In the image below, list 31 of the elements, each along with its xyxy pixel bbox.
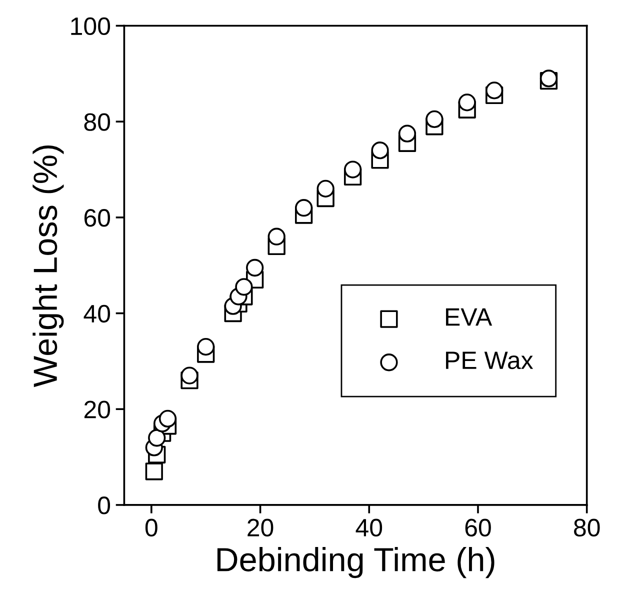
x-tick-label: 20 [248,518,274,537]
legend-label: EVA [446,308,492,326]
point [371,142,389,160]
point [246,258,264,277]
point [148,429,166,447]
legend-label: PE Wax [446,352,534,370]
y-tick-label: 80 [84,113,110,131]
point [458,94,476,112]
x-tick-label: 80 [574,518,600,537]
point [426,110,444,128]
x-tick-label: 40 [356,518,382,537]
point [180,366,198,384]
point [485,82,504,100]
point [197,338,215,356]
point [235,278,253,296]
y-tick-label: 20 [84,400,110,418]
point [316,180,334,198]
y-tick-label: 100 [71,17,110,36]
point [344,160,362,178]
y-tick-label: 60 [84,209,110,227]
y-tick-label: 0 [98,496,110,514]
point [268,228,286,246]
point [158,410,177,428]
point [398,124,416,142]
x-tick-label: 0 [145,518,158,537]
point [145,462,163,480]
y-tick-label: 40 [84,304,110,323]
point [294,199,313,217]
y-axis-title: Weight Loss (%) [32,145,64,388]
x-tick-label: 60 [465,518,491,537]
x-axis-title: Debinding Time (h) [217,547,494,578]
